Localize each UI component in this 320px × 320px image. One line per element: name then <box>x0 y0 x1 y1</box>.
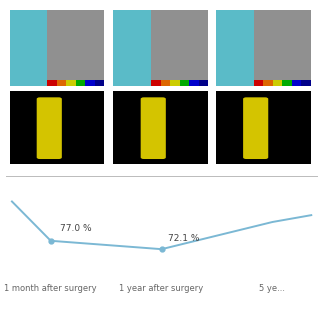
Bar <box>254 80 263 86</box>
FancyBboxPatch shape <box>141 97 166 159</box>
Bar <box>273 80 282 86</box>
Bar <box>76 80 85 86</box>
Text: 72.1 %: 72.1 % <box>168 234 200 243</box>
Bar <box>47 80 57 86</box>
Bar <box>10 10 47 86</box>
Bar <box>114 91 208 164</box>
Bar <box>216 10 254 86</box>
Bar <box>85 80 95 86</box>
Bar <box>66 80 76 86</box>
Bar <box>151 80 161 86</box>
Bar <box>199 80 208 86</box>
Text: 77.0 %: 77.0 % <box>60 224 91 233</box>
Bar <box>254 10 311 86</box>
Bar <box>189 80 199 86</box>
Bar <box>151 10 208 86</box>
FancyBboxPatch shape <box>243 97 268 159</box>
FancyBboxPatch shape <box>37 97 62 159</box>
Bar <box>161 80 170 86</box>
Bar <box>47 10 104 86</box>
Bar <box>263 80 273 86</box>
Bar <box>114 10 151 86</box>
Bar <box>170 80 180 86</box>
Bar <box>180 80 189 86</box>
Bar <box>301 80 311 86</box>
Bar <box>95 80 104 86</box>
Bar <box>10 91 104 164</box>
Bar <box>216 91 311 164</box>
Bar <box>292 80 301 86</box>
Bar <box>282 80 292 86</box>
Bar <box>57 80 66 86</box>
